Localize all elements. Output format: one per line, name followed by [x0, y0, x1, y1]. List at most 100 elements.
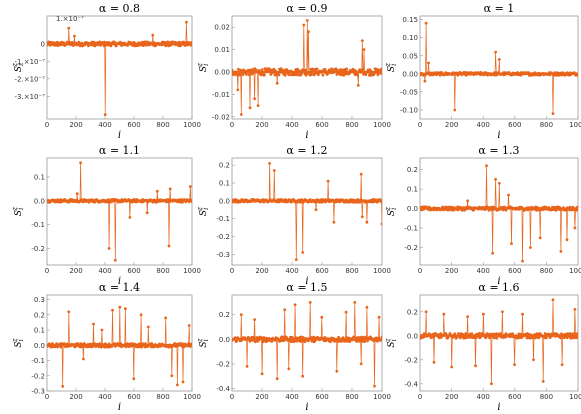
data-point: [79, 161, 82, 165]
data-point: [380, 67, 382, 71]
y-tick-label: 0.0: [34, 197, 45, 205]
data-point: [491, 251, 494, 255]
data-point: [293, 340, 296, 343]
data-point: [494, 178, 497, 181]
y-tick-label: -0.2: [216, 360, 230, 368]
data-point: [176, 383, 179, 387]
data-point: [529, 333, 533, 337]
data-point: [170, 374, 174, 378]
x-tick-label: 600: [508, 121, 521, 129]
x-axis-label: i: [305, 276, 308, 287]
data-point: [296, 73, 300, 77]
x-tick-label: 0: [230, 267, 234, 275]
data-point: [132, 377, 136, 381]
data-point: [511, 332, 515, 336]
y-axis-label: Siz: [11, 338, 25, 347]
y-tick-label: 0.01: [214, 46, 230, 54]
data-point: [245, 73, 248, 76]
data-point: [465, 333, 469, 337]
panel-title: α = 1.2: [286, 144, 327, 157]
data-point: [499, 332, 502, 335]
data-point: [81, 345, 85, 348]
data-point: [189, 43, 192, 47]
data-point: [544, 336, 548, 340]
plot-frame: [231, 294, 383, 392]
y-tick-label: 0: [41, 40, 45, 48]
y-axis-label: Siz: [384, 338, 398, 347]
y-tick-label: -0.10: [400, 106, 418, 114]
x-tick-label: 0: [418, 121, 422, 129]
data-point: [300, 72, 303, 76]
panel-title: α = 0.9: [286, 2, 327, 15]
x-tick-label: 0: [45, 121, 49, 129]
data-point: [92, 322, 95, 326]
panel-title: α = 0.8: [99, 2, 140, 15]
y-tick-label: 0.1: [407, 186, 418, 194]
data-point: [337, 335, 340, 339]
data-point: [302, 23, 306, 27]
x-tick-label: 200: [445, 267, 458, 275]
data-point: [241, 73, 245, 76]
data-point: [463, 208, 466, 212]
panel-title: α = 1.3: [478, 144, 519, 157]
y-tick-label: -2.×10⁻⁷: [15, 75, 46, 83]
data-point: [529, 246, 532, 249]
data-point: [73, 34, 76, 38]
data-point: [380, 200, 382, 204]
y-axis-label: Siz: [11, 63, 25, 72]
data-point: [494, 50, 497, 54]
data-point: [305, 19, 309, 22]
x-tick-label: 400: [98, 393, 111, 401]
data-point: [251, 339, 255, 342]
data-point: [168, 187, 172, 191]
data-point: [359, 172, 363, 176]
panel-title: α = 1.1: [99, 144, 140, 157]
data-point: [470, 332, 474, 336]
panel-2: α = 0.9 0 200 400 600 800 1000 0.02 0.01 0.00 -0.0…: [196, 2, 391, 141]
data-point: [477, 332, 481, 335]
y-tick-label: -0.2: [31, 372, 45, 380]
series-line: [232, 20, 382, 115]
data-point: [573, 226, 577, 230]
data-point: [260, 336, 263, 340]
x-tick-label: 400: [285, 121, 298, 129]
data-point: [100, 328, 104, 332]
data-point: [301, 336, 305, 339]
series-line: [420, 23, 578, 114]
data-point: [521, 259, 524, 263]
data-point: [236, 88, 240, 92]
data-point: [474, 364, 477, 368]
data-point: [376, 73, 380, 77]
y-tick-label: -0.05: [400, 88, 418, 96]
x-tick-label: 200: [255, 121, 268, 129]
data-point: [373, 384, 376, 388]
data-point: [99, 345, 103, 349]
data-point: [432, 336, 435, 339]
data-point: [146, 325, 150, 329]
x-tick-label: 200: [445, 393, 458, 401]
data-point: [253, 318, 256, 321]
data-point: [323, 68, 327, 71]
data-point: [62, 41, 66, 44]
x-tick-label: 0: [45, 393, 49, 401]
data-point: [145, 211, 149, 215]
data-point: [51, 342, 54, 346]
panel-title: α = 1: [484, 2, 515, 15]
data-point: [334, 200, 338, 204]
data-point: [182, 40, 186, 44]
data-point: [360, 340, 364, 343]
x-tick-label: 800: [156, 121, 169, 129]
data-point: [438, 73, 442, 77]
data-point: [235, 339, 239, 343]
data-point: [252, 71, 256, 74]
data-point: [257, 69, 261, 72]
y-tick-label: 0.2: [34, 311, 45, 319]
data-point: [239, 113, 243, 116]
y-tick-label: -0.1: [31, 357, 45, 365]
data-point: [466, 199, 469, 203]
data-point: [332, 220, 336, 224]
data-point: [167, 244, 171, 248]
data-point: [118, 305, 122, 309]
plot-frame: [46, 157, 193, 266]
y-tick-label: 0.2: [407, 308, 418, 316]
